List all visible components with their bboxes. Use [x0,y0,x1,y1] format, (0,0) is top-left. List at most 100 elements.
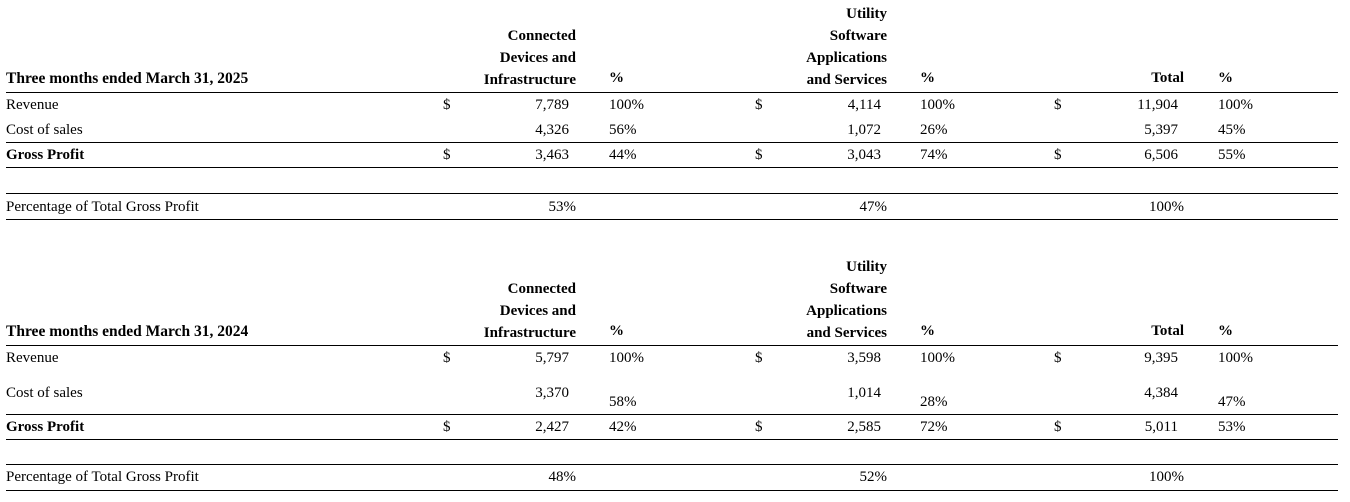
currency-symbol: $ [1054,97,1062,113]
value-utility-software: 2,585 [847,419,881,435]
value-connected-devices: 3,370 [535,385,569,401]
row-label: Gross Profit [6,147,85,163]
column-header-line: Connected [507,281,576,297]
row-label: Percentage of Total Gross Profit [6,469,199,485]
currency-symbol: $ [755,147,763,163]
value-utility-software: 1,072 [847,122,881,138]
column-header-line: Software [829,281,887,297]
percent-utility-software: 28% [920,394,948,410]
percent-utility-software: 100% [920,350,955,366]
percent-utility-software: 100% [920,97,955,113]
value-connected-devices: 2,427 [535,419,569,435]
percent-connected-devices: 44% [609,147,637,163]
percent-utility-software: 74% [920,147,948,163]
currency-symbol: $ [443,419,451,435]
table-title: Three months ended March 31, 2024 [6,323,249,340]
value-utility-software: 3,598 [847,350,881,366]
share-utility-software: 52% [859,469,888,485]
percent-connected-devices: 100% [609,97,644,113]
table-divider [6,167,1338,168]
currency-symbol: $ [443,350,451,366]
column-header-percent: % [609,70,624,86]
share-utility-software: 47% [859,199,888,215]
row-label: Cost of sales [6,385,83,401]
column-header-percent: % [609,323,624,339]
value-utility-software: 3,043 [847,147,881,163]
row-label: Gross Profit [6,419,85,435]
column-header-total: Total [1151,70,1184,86]
row-label: Percentage of Total Gross Profit [6,199,199,215]
table-divider [6,142,1338,143]
value-connected-devices: 7,789 [535,97,569,113]
column-header-line: Utility [846,259,887,275]
currency-symbol: $ [755,97,763,113]
column-header-line: Applications [806,50,887,66]
value-connected-devices: 4,326 [535,122,569,138]
column-header-percent: % [1218,323,1233,339]
percent-total: 100% [1218,97,1253,113]
currency-symbol: $ [1054,147,1062,163]
column-header-line: Infrastructure [483,72,576,88]
percent-connected-devices: 42% [609,419,637,435]
value-total: 4,384 [1144,385,1178,401]
column-header-percent: % [920,70,935,86]
currency-symbol: $ [443,97,451,113]
share-total: 100% [1149,199,1184,215]
column-header-line: Devices and [499,303,576,319]
percent-total: 53% [1218,419,1246,435]
table-divider [6,193,1338,194]
share-total: 100% [1149,469,1184,485]
currency-symbol: $ [1054,419,1062,435]
column-header-line: Software [829,28,887,44]
value-total: 5,011 [1144,419,1178,435]
column-header-line: Infrastructure [483,325,576,341]
currency-symbol: $ [755,419,763,435]
value-connected-devices: 3,463 [535,147,569,163]
value-connected-devices: 5,797 [535,350,569,366]
row-label: Revenue [6,97,59,113]
currency-symbol: $ [755,350,763,366]
column-header-connected-devices: Connected Devices and Infrastructure [484,278,576,344]
value-total: 6,506 [1144,147,1178,163]
column-header-line: Connected [507,28,576,44]
value-total: 11,904 [1137,97,1178,113]
percent-connected-devices: 56% [609,122,637,138]
value-total: 5,397 [1144,122,1178,138]
percent-total: 55% [1218,147,1246,163]
percent-total: 47% [1218,394,1246,410]
column-header-line: Devices and [499,50,576,66]
table-title: Three months ended March 31, 2025 [6,70,249,87]
percent-connected-devices: 100% [609,350,644,366]
value-utility-software: 1,014 [847,385,881,401]
table-divider [6,92,1338,93]
table-divider [6,490,1338,491]
column-header-line: Utility [846,6,887,22]
column-header-utility-software: Utility Software Applications and Services [806,256,887,344]
currency-symbol: $ [1054,350,1062,366]
percent-connected-devices: 58% [609,394,637,410]
value-utility-software: 4,114 [847,97,881,113]
table-divider [6,219,1338,220]
row-label: Cost of sales [6,122,83,138]
row-label: Revenue [6,350,59,366]
currency-symbol: $ [443,147,451,163]
table-divider [6,464,1338,465]
column-header-percent: % [920,323,935,339]
share-connected-devices: 48% [548,469,577,485]
percent-utility-software: 72% [920,419,948,435]
column-header-percent: % [1218,70,1233,86]
table-divider [6,439,1338,440]
value-total: 9,395 [1144,350,1178,366]
table-divider [6,414,1338,415]
column-header-utility-software: Utility Software Applications and Services [806,3,887,91]
column-header-line: Applications [806,303,887,319]
table-divider [6,345,1338,346]
column-header-total: Total [1151,323,1184,339]
percent-total: 100% [1218,350,1253,366]
percent-utility-software: 26% [920,122,948,138]
percent-total: 45% [1218,122,1246,138]
column-header-line: and Services [806,72,887,88]
column-header-connected-devices: Connected Devices and Infrastructure [484,25,576,91]
share-connected-devices: 53% [548,199,577,215]
column-header-line: and Services [806,325,887,341]
